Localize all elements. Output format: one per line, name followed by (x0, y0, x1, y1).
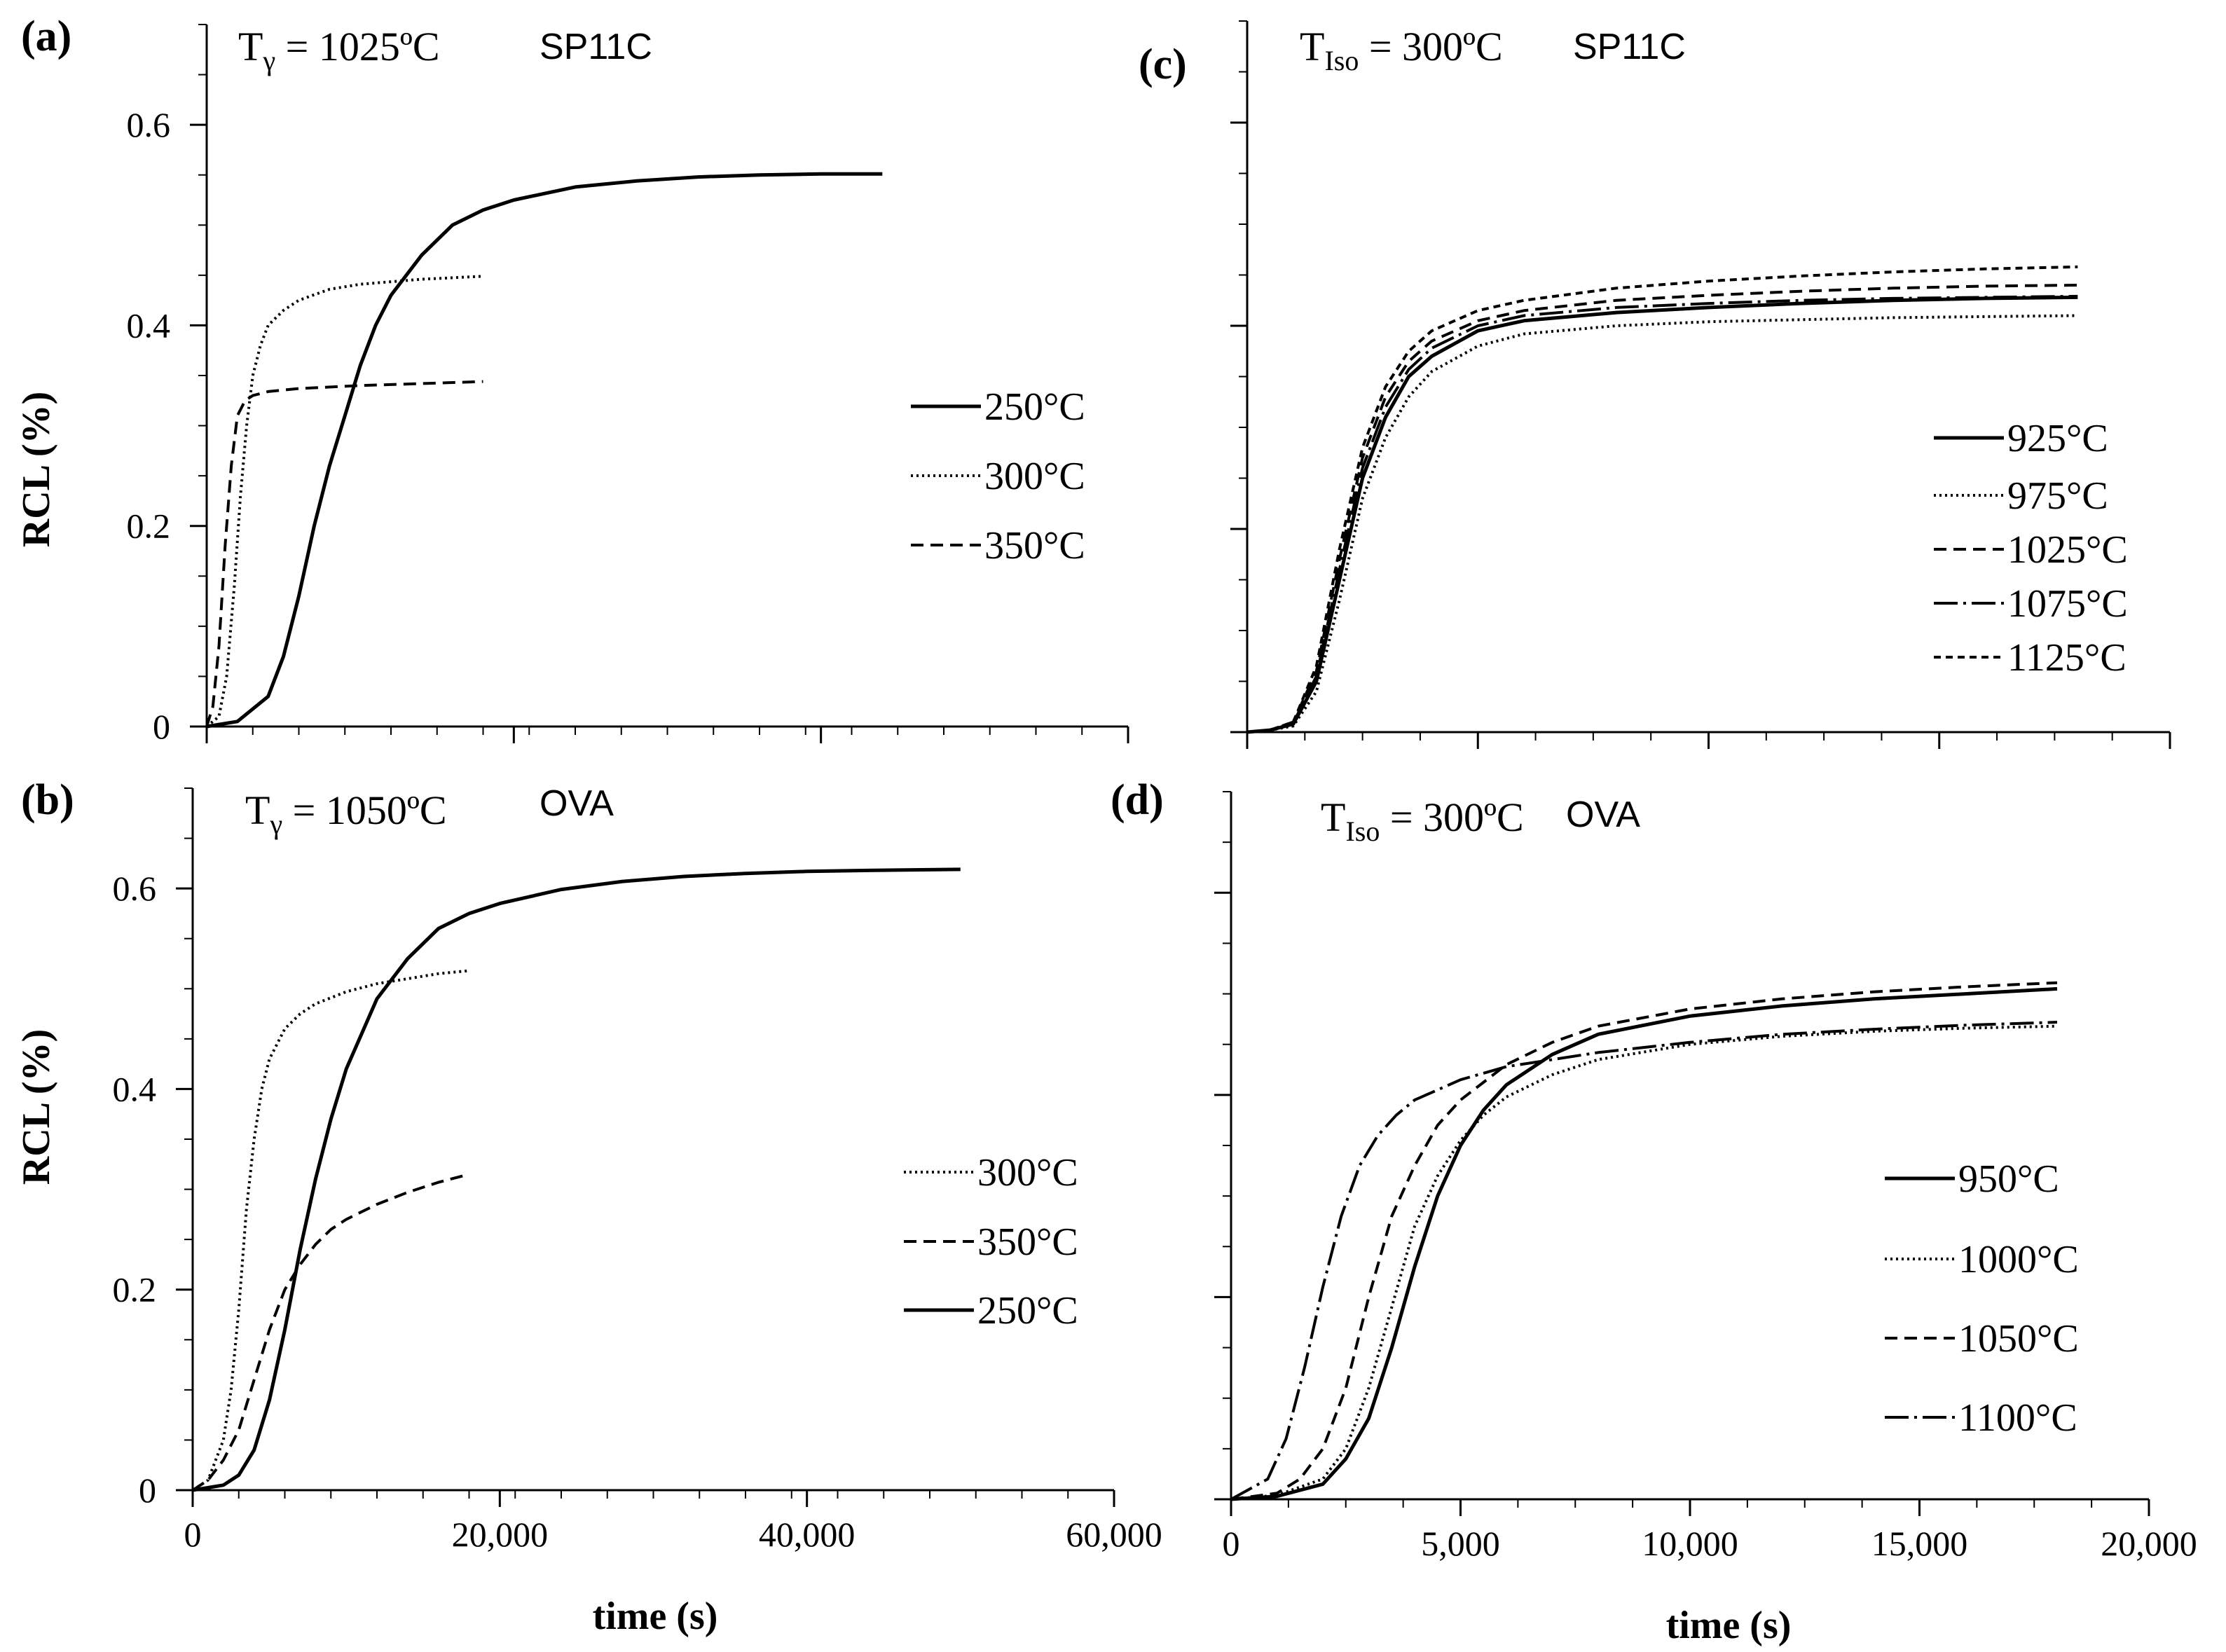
panel-b-x-tick-label: 40,000 (759, 1515, 856, 1554)
panel-c: (c) TIso = 300ºC SP11C 925°C 975°C 1025°… (1139, 20, 2171, 749)
panel-a-title-sample: SP11C (540, 27, 652, 67)
panel-d-legend: 950°C 1000°C 1050°C 1100°C (1885, 1157, 2079, 1440)
panel-b-title: Tγ = 1050ºC (245, 787, 447, 840)
panel-c-series-975C-line (1246, 314, 2078, 734)
legend-a-label-2: 350°C (984, 524, 1085, 567)
panel-c-title-rest: = 300ºC (1359, 24, 1502, 69)
panel-b: (b) Tγ = 1050ºC OVA RCL (%) time (s) 0 20… (15, 776, 1162, 1638)
panel-d-x-tick-label: 5,000 (1421, 1524, 1500, 1563)
panel-b-series-350C-line (191, 1173, 470, 1492)
panel-c-title-sample: SP11C (1573, 27, 1686, 67)
panel-a-y-tick-label: 0.2 (127, 507, 171, 546)
panel-b-title-sub: γ (269, 808, 282, 840)
panel-c-title-main: T (1300, 24, 1324, 69)
panel-d-title-sub: Iso (1345, 815, 1380, 847)
panel-c-title: TIso = 300ºC (1300, 24, 1503, 76)
panel-d-x-tick-label: 20,000 (2101, 1524, 2197, 1563)
panel-b-label: (b) (21, 776, 74, 824)
panel-b-title-main: T (245, 787, 270, 833)
panel-d-x-tick-label: 0 (1223, 1524, 1240, 1563)
panel-c-series-1125C-line (1246, 265, 2078, 734)
panel-a-series-300C-line (205, 275, 483, 728)
panel-c-legend: 925°C 975°C 1025°C 1075°C 1125°C (1934, 417, 2128, 680)
panel-a-ylabel: RCL (%) (15, 392, 58, 547)
panel-b-title-sample: OVA (540, 783, 614, 824)
panel-d: (d) TIso = 300ºC OVA time (s) 0 5,000 10,0… (1111, 776, 2197, 1647)
panel-b-x-tick-label: 20,000 (452, 1515, 549, 1554)
legend-d-label-1: 1000°C (1958, 1238, 2079, 1281)
panel-b-x-tick-label: 60,000 (1066, 1515, 1162, 1554)
panel-d-xlabel: time (s) (1666, 1604, 1792, 1647)
panel-d-title-sample: OVA (1566, 794, 1640, 835)
panel-a-y-tick-label: 0.4 (127, 305, 171, 345)
panel-a-title-rest: = 1025ºC (275, 24, 439, 69)
panel-a-title-sub: γ (262, 45, 275, 76)
panel-d-title: TIso = 300ºC (1321, 794, 1524, 847)
panel-b-series-300C-line (191, 969, 469, 1492)
panel-a-title-main: T (238, 24, 263, 69)
panel-c-title-sub: Iso (1324, 45, 1359, 76)
panel-c-series-1025C-line (1246, 284, 2078, 734)
panel-d-series-1000C-line (1230, 1024, 2058, 1501)
legend-c-label-0: 925°C (2007, 417, 2108, 460)
panel-c-plot (1230, 20, 2171, 749)
legend-c-label-1: 975°C (2007, 474, 2108, 518)
panel-b-xlabel: time (s) (593, 1595, 718, 1638)
legend-c-label-3: 1075°C (2007, 582, 2128, 626)
panel-b-x-tick-label: 0 (184, 1515, 202, 1554)
panel-a-series-250C-line (206, 172, 883, 729)
legend-d-label-0: 950°C (1958, 1157, 2059, 1201)
panel-a-y-tick-label: 0 (153, 707, 170, 746)
panel-d-title-rest: = 300ºC (1380, 794, 1523, 840)
panel-a-y-tick-label: 0.6 (127, 105, 171, 144)
panel-b-y-tick-label: 0.4 (113, 1069, 157, 1108)
panel-c-label: (c) (1139, 41, 1187, 88)
legend-c-label-2: 1025°C (2007, 528, 2128, 572)
panel-b-ylabel: RCL (%) (15, 1029, 58, 1185)
legend-b-label-2: 250°C (977, 1289, 1078, 1333)
panel-a-legend: 250°C 300°C 350°C (911, 385, 1085, 567)
panel-b-y-tick-label: 0.6 (113, 869, 157, 908)
legend-b-label-0: 300°C (977, 1151, 1078, 1195)
panel-d-x-tick-label: 10,000 (1642, 1524, 1738, 1563)
panel-d-series-950C-line (1230, 986, 2058, 1501)
panel-b-y-tick-label: 0.2 (113, 1270, 157, 1309)
panel-c-series-1075C-line (1246, 294, 2078, 734)
legend-a-label-1: 300°C (984, 455, 1085, 498)
panel-b-series-250C-line (192, 867, 961, 1492)
panel-d-x-tick-label: 15,000 (1871, 1524, 1968, 1563)
panel-a-label: (a) (21, 13, 71, 60)
panel-d-title-main: T (1321, 794, 1345, 840)
legend-b-label-1: 350°C (977, 1220, 1078, 1264)
panel-d-label: (d) (1111, 776, 1164, 824)
panel-b-title-rest: = 1050ºC (282, 787, 446, 833)
panel-a-title: Tγ = 1025ºC (238, 24, 440, 76)
legend-d-label-2: 1050°C (1958, 1317, 2079, 1361)
legend-c-label-4: 1125°C (2007, 636, 2127, 680)
panel-a-plot: 0 0.2 0.4 0.6 (127, 24, 1129, 746)
panel-a: (a) Tγ = 1025ºC SP11C RCL (%) 0 0.2 0.4 0.6… (15, 13, 1129, 746)
panel-d-plot: 0 5,000 10,000 15,000 20,000 (1214, 791, 2197, 1563)
legend-d-label-3: 1100°C (1958, 1396, 2077, 1440)
legend-a-label-0: 250°C (984, 385, 1085, 429)
panel-d-series-1050C-line (1230, 981, 2058, 1501)
panel-c-series-925C-line (1246, 295, 2078, 734)
panel-b-plot: 0 20,000 40,000 60,000 0 0.2 0.4 0.6 (113, 787, 1162, 1554)
panel-b-y-tick-label: 0 (139, 1471, 156, 1510)
panel-a-series-350C-line (205, 380, 483, 727)
panel-b-legend: 300°C 350°C 250°C (904, 1151, 1078, 1333)
panel-d-series-1100C-line (1230, 1021, 2058, 1501)
